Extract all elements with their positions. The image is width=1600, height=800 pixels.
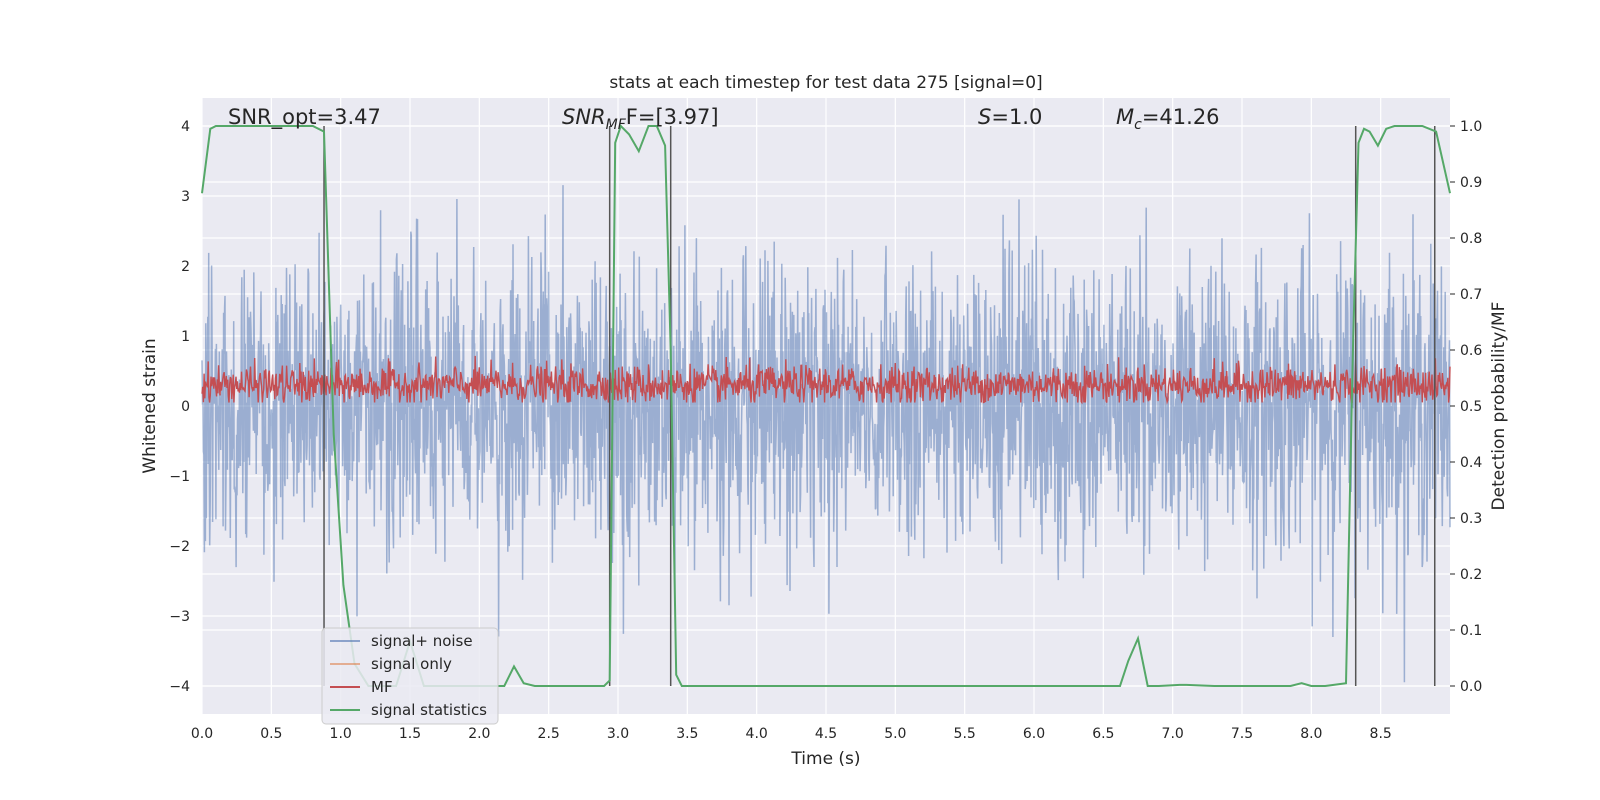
y-tick-label-left: −1 <box>169 469 190 485</box>
y-tick-label-right: 1.0 <box>1460 119 1482 135</box>
chart-title: stats at each timestep for test data 275… <box>609 73 1042 93</box>
y-tick-label-left: 0 <box>181 399 190 415</box>
mc-annotation: Mc=41.26 <box>1116 105 1220 133</box>
mc-subscript: c <box>1134 117 1142 133</box>
y-tick-label-right: 0.6 <box>1460 343 1482 359</box>
x-tick-label: 0.0 <box>191 726 213 742</box>
legend-label-signal-noise: signal+ noise <box>371 632 473 650</box>
y-tick-label-left: 3 <box>181 189 190 205</box>
x-tick-label: 4.0 <box>746 726 768 742</box>
x-tick-label: 8.5 <box>1370 726 1392 742</box>
legend-label-signal-only: signal only <box>371 655 452 673</box>
y-tick-label-left: −3 <box>169 609 190 625</box>
x-tick-label: 3.0 <box>607 726 629 742</box>
x-tick-label: 8.0 <box>1300 726 1322 742</box>
y-tick-label-right: 0.7 <box>1460 287 1482 303</box>
y-tick-label-left: 2 <box>181 259 190 275</box>
x-tick-label: 4.5 <box>815 726 837 742</box>
series-mf <box>201 355 1451 405</box>
y-tick-label-left: 1 <box>181 329 190 345</box>
x-tick-label: 7.0 <box>1162 726 1184 742</box>
mc-base: M <box>1116 105 1134 129</box>
x-tick-label: 0.5 <box>260 726 282 742</box>
y-tick-label-right: 0.4 <box>1460 455 1482 471</box>
x-tick-label: 5.5 <box>954 726 976 742</box>
snr-mf-rest: F=[3.97] <box>626 105 719 129</box>
y-tick-label-right: 0.2 <box>1460 567 1482 583</box>
snr-opt-annotation: SNR_opt=3.47 <box>228 105 381 130</box>
s-annotation: S=1.0 <box>978 105 1042 129</box>
y-tick-label-right: 0.9 <box>1460 175 1482 191</box>
y-tick-label-left: −4 <box>169 679 190 695</box>
x-tick-label: 7.5 <box>1231 726 1253 742</box>
legend-box <box>321 627 499 725</box>
y-tick-label-right: 0.1 <box>1460 623 1482 639</box>
x-tick-label: 6.0 <box>1023 726 1045 742</box>
s-base: S <box>978 105 991 129</box>
x-tick-label: 6.5 <box>1092 726 1114 742</box>
x-tick-label: 1.5 <box>399 726 421 742</box>
snr-mf-subscript: MF <box>606 117 627 133</box>
y-axis-label-right: Detection probability/MF <box>1489 302 1509 511</box>
y-tick-label-right: 0.5 <box>1460 399 1482 415</box>
legend: signal+ noise signal only MF signal stat… <box>321 627 499 725</box>
data-layer <box>201 185 1451 683</box>
x-tick-label: 5.0 <box>884 726 906 742</box>
y-tick-label-left: 4 <box>181 119 190 135</box>
y-tick-label-right: 0.8 <box>1460 231 1482 247</box>
snr-mf-base: SNR <box>562 105 606 129</box>
legend-label-mf: MF <box>371 678 393 696</box>
x-tick-label: 1.0 <box>330 726 352 742</box>
y-tick-label-left: −2 <box>169 539 190 555</box>
snr-mf-annotation: SNRMFF=[3.97] <box>562 105 719 133</box>
x-tick-label: 3.5 <box>676 726 698 742</box>
series-signal-noise <box>201 185 1451 683</box>
s-rest: =1.0 <box>991 105 1042 129</box>
ticks: 0.0 0.5 1.0 1.5 2.0 2.5 3.0 3.5 4.0 4.5 5.0 5.5 6.0 6… <box>169 119 1482 742</box>
mc-rest: =41.26 <box>1142 105 1220 129</box>
x-tick-label: 2.0 <box>468 726 490 742</box>
legend-label-signal-statistics: signal statistics <box>371 701 487 719</box>
y-axis-label-left: Whitened strain <box>140 338 160 473</box>
y-tick-label-right: 0.3 <box>1460 511 1482 527</box>
x-tick-label: 2.5 <box>538 726 560 742</box>
x-axis-label: Time (s) <box>790 749 860 769</box>
y-tick-label-right: 0.0 <box>1460 679 1482 695</box>
